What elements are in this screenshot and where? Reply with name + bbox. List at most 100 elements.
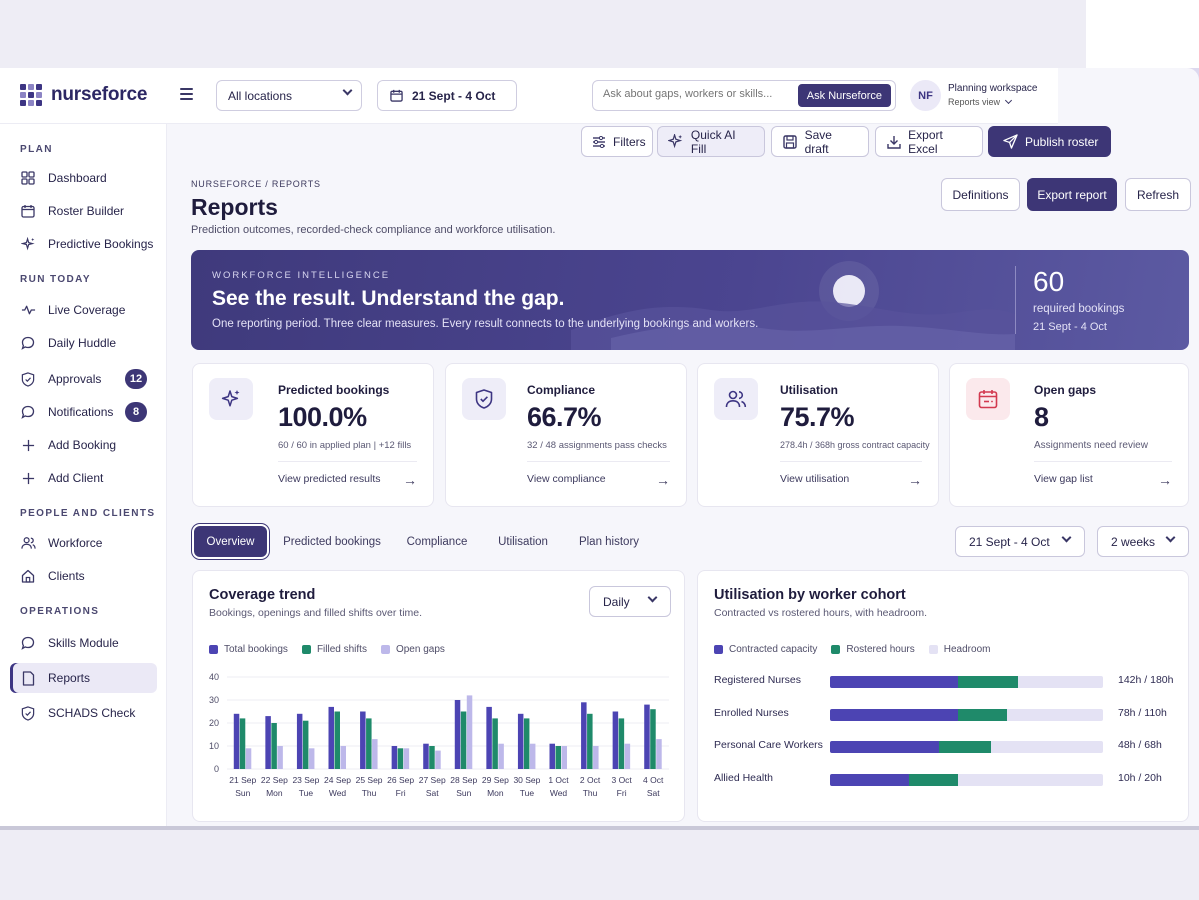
arrow-right-icon[interactable]: → bbox=[908, 472, 922, 488]
tab-plan-history[interactable]: Plan history bbox=[578, 535, 640, 548]
grid-icon bbox=[20, 170, 36, 186]
sidebar-item-label: Workforce bbox=[48, 536, 103, 550]
menu-icon[interactable] bbox=[180, 88, 193, 100]
ask-nurseforce-button[interactable]: Ask Nurseforce bbox=[797, 84, 891, 107]
horizontal-scrollbar[interactable] bbox=[0, 826, 1199, 830]
save-draft-button[interactable]: Save draft bbox=[771, 126, 869, 157]
filters-label: Filters bbox=[613, 134, 646, 149]
arrow-right-icon[interactable]: → bbox=[403, 472, 417, 488]
kpi-detail: Assignments need review bbox=[1034, 440, 1148, 451]
tab-predicted-bookings[interactable]: Predicted bookings bbox=[283, 535, 381, 548]
home-icon bbox=[20, 568, 36, 584]
shield-check-icon bbox=[20, 705, 36, 721]
export-excel-button[interactable]: Export Excel bbox=[875, 126, 983, 157]
sidebar-item-label: Skills Module bbox=[48, 636, 119, 650]
bar-open-gaps bbox=[277, 746, 283, 769]
tab-compliance[interactable]: Compliance bbox=[406, 535, 468, 548]
logo-text: nurseforce bbox=[51, 84, 148, 105]
tab-utilisation[interactable]: Utilisation bbox=[498, 535, 548, 548]
x-tick-weekday: Mon bbox=[487, 788, 504, 798]
sidebar-item-predictive-bookings[interactable]: Predictive Bookings bbox=[10, 229, 157, 259]
bar-open-gaps bbox=[593, 746, 599, 769]
cohort-label: Registered Nurses bbox=[714, 674, 801, 686]
hero-title: See the result. Understand the gap. bbox=[212, 287, 565, 310]
cohort-value: 48h / 68h bbox=[1118, 739, 1162, 751]
x-tick-label: 29 Sep bbox=[482, 775, 509, 785]
bar-filled-shifts bbox=[302, 720, 309, 769]
x-tick-label: 21 Sep bbox=[229, 775, 256, 785]
cohort-label: Allied Health bbox=[714, 771, 773, 784]
location-select[interactable]: All locations bbox=[216, 80, 362, 111]
sidebar-item-label: Live Coverage bbox=[48, 303, 126, 317]
bar-filled-shifts bbox=[271, 723, 277, 769]
bar-open-gaps bbox=[624, 743, 631, 769]
tab-overview[interactable]: Overview bbox=[194, 526, 267, 557]
bar-filled-shifts bbox=[239, 718, 246, 769]
bar-open-gaps bbox=[308, 748, 315, 769]
panel-title: Coverage trend bbox=[209, 587, 316, 603]
period-select[interactable]: 21 Sept - 4 Oct bbox=[955, 526, 1085, 557]
sidebar-item-add-client[interactable]: Add Client bbox=[10, 463, 157, 493]
sidebar-item-live-coverage[interactable]: Live Coverage bbox=[10, 295, 157, 325]
date-range-value: 21 Sept - 4 Oct bbox=[412, 88, 496, 103]
granularity-select[interactable]: Daily bbox=[589, 586, 671, 617]
publish-roster-button[interactable]: Publish roster bbox=[988, 126, 1111, 157]
sidebar-item-clients[interactable]: Clients bbox=[10, 561, 157, 591]
sidebar-item-approvals[interactable]: Approvals 12 bbox=[10, 364, 157, 394]
bar-total-bookings bbox=[517, 713, 524, 769]
bar-total-bookings bbox=[423, 743, 429, 769]
arrow-right-icon[interactable]: → bbox=[656, 472, 670, 488]
search-input[interactable] bbox=[603, 88, 793, 100]
arrow-right-icon[interactable]: → bbox=[1158, 472, 1172, 488]
kpi-detail: 60 / 60 in applied plan | +12 fills bbox=[278, 440, 412, 451]
sidebar-item-workforce[interactable]: Workforce bbox=[10, 528, 157, 558]
sidebar-item-reports[interactable]: Reports bbox=[10, 663, 157, 693]
definitions-button[interactable]: Definitions bbox=[941, 178, 1020, 211]
x-tick-label: 23 Sep bbox=[292, 775, 319, 785]
required-bookings-label: required bookings bbox=[1033, 303, 1125, 315]
y-tick-label: 0 bbox=[214, 764, 219, 774]
chat-icon bbox=[20, 404, 36, 420]
backdrop-bottom bbox=[0, 830, 1199, 900]
x-tick-label: 22 Sep bbox=[261, 775, 288, 785]
view-gap-list-link[interactable]: View gap list bbox=[1034, 473, 1093, 485]
sidebar-item-roster-builder[interactable]: Roster Builder bbox=[10, 196, 157, 226]
x-tick-weekday: Wed bbox=[550, 788, 568, 798]
avatar[interactable]: NF bbox=[910, 80, 941, 111]
sidebar-item-skills-module[interactable]: Skills Module bbox=[10, 628, 157, 658]
rostered-bar bbox=[909, 773, 959, 786]
sidebar-item-schads-check[interactable]: SCHADS Check bbox=[10, 698, 157, 728]
kpi-card-open-gaps: Open gaps 8 Assignments need review View… bbox=[949, 363, 1189, 507]
sidebar-item-dashboard[interactable]: Dashboard bbox=[10, 163, 157, 193]
x-tick-label: 27 Sep bbox=[419, 775, 446, 785]
workspace-view-switcher[interactable]: Reports view bbox=[948, 96, 1013, 107]
kpi-title: Compliance bbox=[527, 383, 596, 397]
span-select[interactable]: 2 weeks bbox=[1097, 526, 1189, 557]
quick-ai-fill-label: Quick AI Fill bbox=[690, 127, 736, 156]
cohort-bar-track bbox=[830, 773, 1103, 786]
view-utilisation-link[interactable]: View utilisation bbox=[780, 473, 850, 485]
contracted-bar bbox=[830, 741, 940, 753]
bar-filled-shifts bbox=[555, 746, 561, 769]
sidebar-item-daily-huddle[interactable]: Daily Huddle bbox=[10, 328, 157, 358]
sidebar-item-add-booking[interactable]: Add Booking bbox=[10, 430, 157, 460]
coverage-trend-panel: Coverage trend Bookings, openings and fi… bbox=[192, 570, 685, 822]
logo[interactable]: nurseforce bbox=[20, 84, 147, 106]
date-range-picker[interactable]: 21 Sept - 4 Oct bbox=[377, 80, 517, 111]
legend-open-gaps: Open gaps bbox=[380, 644, 445, 655]
quick-ai-fill-button[interactable]: Quick AI Fill bbox=[657, 126, 765, 157]
refresh-button[interactable]: Refresh bbox=[1125, 178, 1191, 211]
filters-button[interactable]: Filters bbox=[581, 126, 653, 157]
kpi-card-predicted-bookings: Predicted bookings 100.0% 60 / 60 in app… bbox=[192, 363, 434, 507]
x-tick-weekday: Tue bbox=[299, 788, 314, 798]
sidebar-item-notifications[interactable]: Notifications 8 bbox=[10, 397, 157, 427]
sparkle-icon bbox=[209, 378, 253, 420]
view-compliance-link[interactable]: View compliance bbox=[527, 473, 606, 485]
x-tick-label: 26 Sep bbox=[387, 775, 414, 785]
view-predicted-results-link[interactable]: View predicted results bbox=[278, 473, 381, 485]
panel-title: Utilisation by worker cohort bbox=[714, 587, 906, 603]
legend-filled-shifts: Filled shifts bbox=[301, 644, 367, 655]
bar-filled-shifts bbox=[334, 711, 340, 769]
export-report-button[interactable]: Export report bbox=[1027, 178, 1117, 211]
utilisation-cohort-panel: Utilisation by worker cohort Contracted … bbox=[697, 570, 1189, 822]
